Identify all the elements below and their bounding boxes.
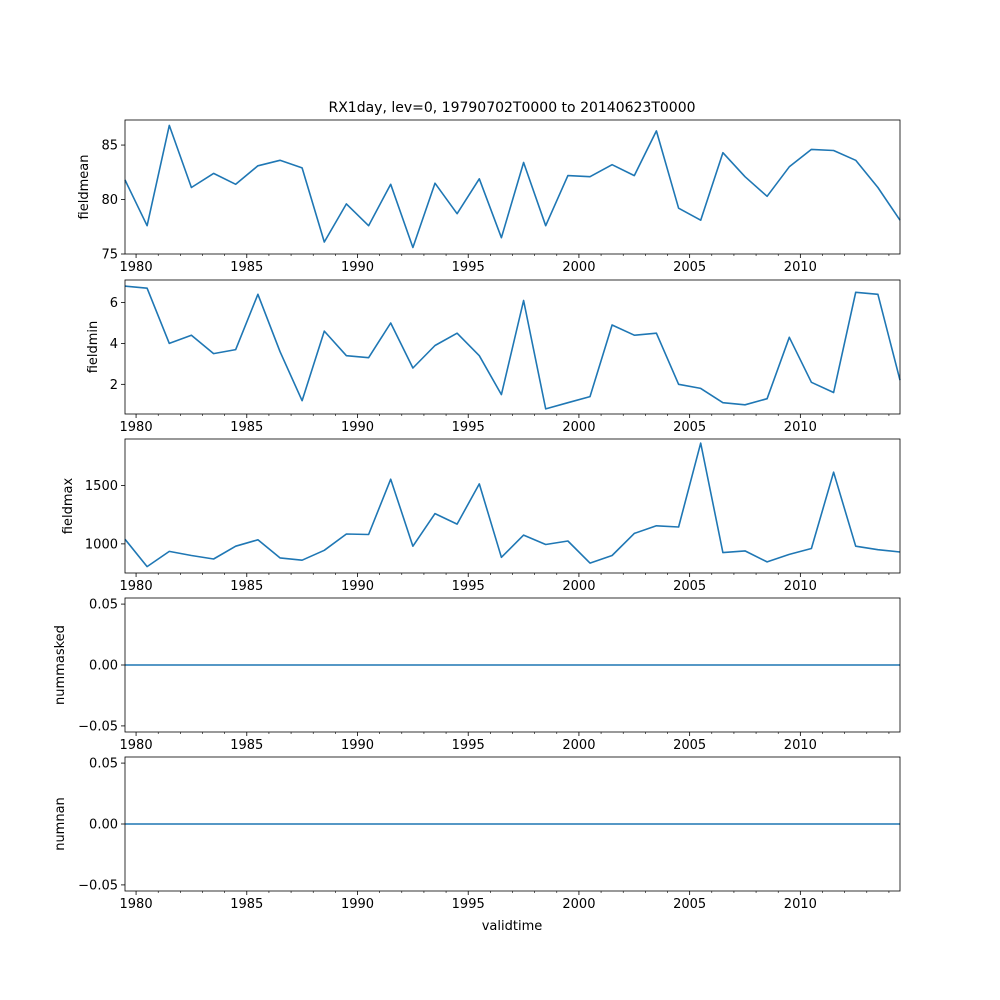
x-tick-label: 2005 [673, 579, 706, 594]
x-tick-label: 2005 [673, 420, 706, 435]
y-tick-label: 0.00 [89, 818, 118, 833]
x-tick-label: 1990 [341, 738, 374, 753]
x-tick-label: 1985 [230, 579, 263, 594]
y-tick-label: 2 [110, 378, 118, 393]
fieldmin-series-line [124, 285, 901, 410]
x-tick-label: 1995 [452, 738, 485, 753]
y-tick-label: 6 [110, 296, 118, 311]
y-tick-label: 85 [101, 139, 118, 154]
x-tick-label: 2000 [562, 738, 595, 753]
x-tick-label: 1990 [341, 897, 374, 912]
y-tick-label: 0.00 [89, 659, 118, 674]
x-tick-label: 1980 [120, 738, 153, 753]
x-tick-label: 2000 [562, 579, 595, 594]
x-tick-label: 1995 [452, 420, 485, 435]
y-tick-label: 0.05 [89, 757, 118, 772]
x-tick-label: 2010 [784, 579, 817, 594]
x-tick-label: 1990 [341, 579, 374, 594]
y-axis-label-fieldmax: fieldmax [61, 478, 76, 535]
subplot-numnan: 1980 1985 1990 1995 2000 2005 2010 −0.05 0.00 0.0… [53, 757, 901, 912]
fieldmax-series-line [124, 442, 901, 568]
x-tick-label: 1995 [452, 897, 485, 912]
subplot-fieldmin: 1980 1985 1990 1995 2000 2005 2010 2 4 6 fieldmin [86, 279, 901, 435]
x-tick-label: 1980 [120, 579, 153, 594]
x-axis-label: validtime [482, 919, 543, 934]
x-tick-label: 2005 [673, 738, 706, 753]
subplot-fieldmax: 1980 1985 1990 1995 2000 2005 2010 1000 1500 fiel… [61, 438, 901, 594]
x-tick-label: 1985 [230, 738, 263, 753]
x-tick-label: 1990 [341, 260, 374, 275]
x-tick-label: 2000 [562, 420, 595, 435]
y-tick-label: 1000 [85, 537, 118, 552]
x-tick-label: 2005 [673, 260, 706, 275]
x-tick-label: 1980 [120, 420, 153, 435]
subplots: 1980 1985 1990 1995 2000 2005 2010 75 80 85 fieldm… [53, 119, 901, 912]
fieldmean-series-line [124, 124, 901, 249]
x-tick-label: 1980 [120, 897, 153, 912]
x-tick-label: 2010 [784, 260, 817, 275]
y-tick-label: 0.05 [89, 598, 118, 613]
x-tick-label: 1985 [230, 420, 263, 435]
x-tick-label: 1985 [230, 260, 263, 275]
x-tick-label: 2000 [562, 260, 595, 275]
x-tick-label: 2010 [784, 420, 817, 435]
chart-title: RX1day, lev=0, 19790702T0000 to 20140623… [328, 100, 695, 116]
y-tick-label: −0.05 [78, 719, 118, 734]
y-tick-label: 75 [101, 248, 118, 263]
x-tick-label: 1995 [452, 579, 485, 594]
x-tick-label: 2010 [784, 897, 817, 912]
y-axis-label-fieldmin: fieldmin [86, 321, 101, 374]
y-axis-label-numnan: numnan [53, 797, 68, 851]
x-tick-label: 2005 [673, 897, 706, 912]
x-tick-label: 1980 [120, 260, 153, 275]
x-tick-label: 1985 [230, 897, 263, 912]
y-axis-label-nummasked: nummasked [53, 625, 68, 705]
y-tick-label: 4 [110, 337, 118, 352]
y-tick-label: 1500 [85, 479, 118, 494]
subplot-nummasked: 1980 1985 1990 1995 2000 2005 2010 −0.05 0.00 0.0… [53, 598, 901, 753]
y-tick-label: 80 [101, 193, 118, 208]
y-tick-label: −0.05 [78, 878, 118, 893]
x-tick-label: 2010 [784, 738, 817, 753]
x-tick-label: 1990 [341, 420, 374, 435]
y-axis-label-fieldmean: fieldmean [77, 155, 92, 220]
x-tick-label: 1995 [452, 260, 485, 275]
x-tick-label: 2000 [562, 897, 595, 912]
subplot-fieldmean: 1980 1985 1990 1995 2000 2005 2010 75 80 85 fieldm… [77, 119, 901, 275]
